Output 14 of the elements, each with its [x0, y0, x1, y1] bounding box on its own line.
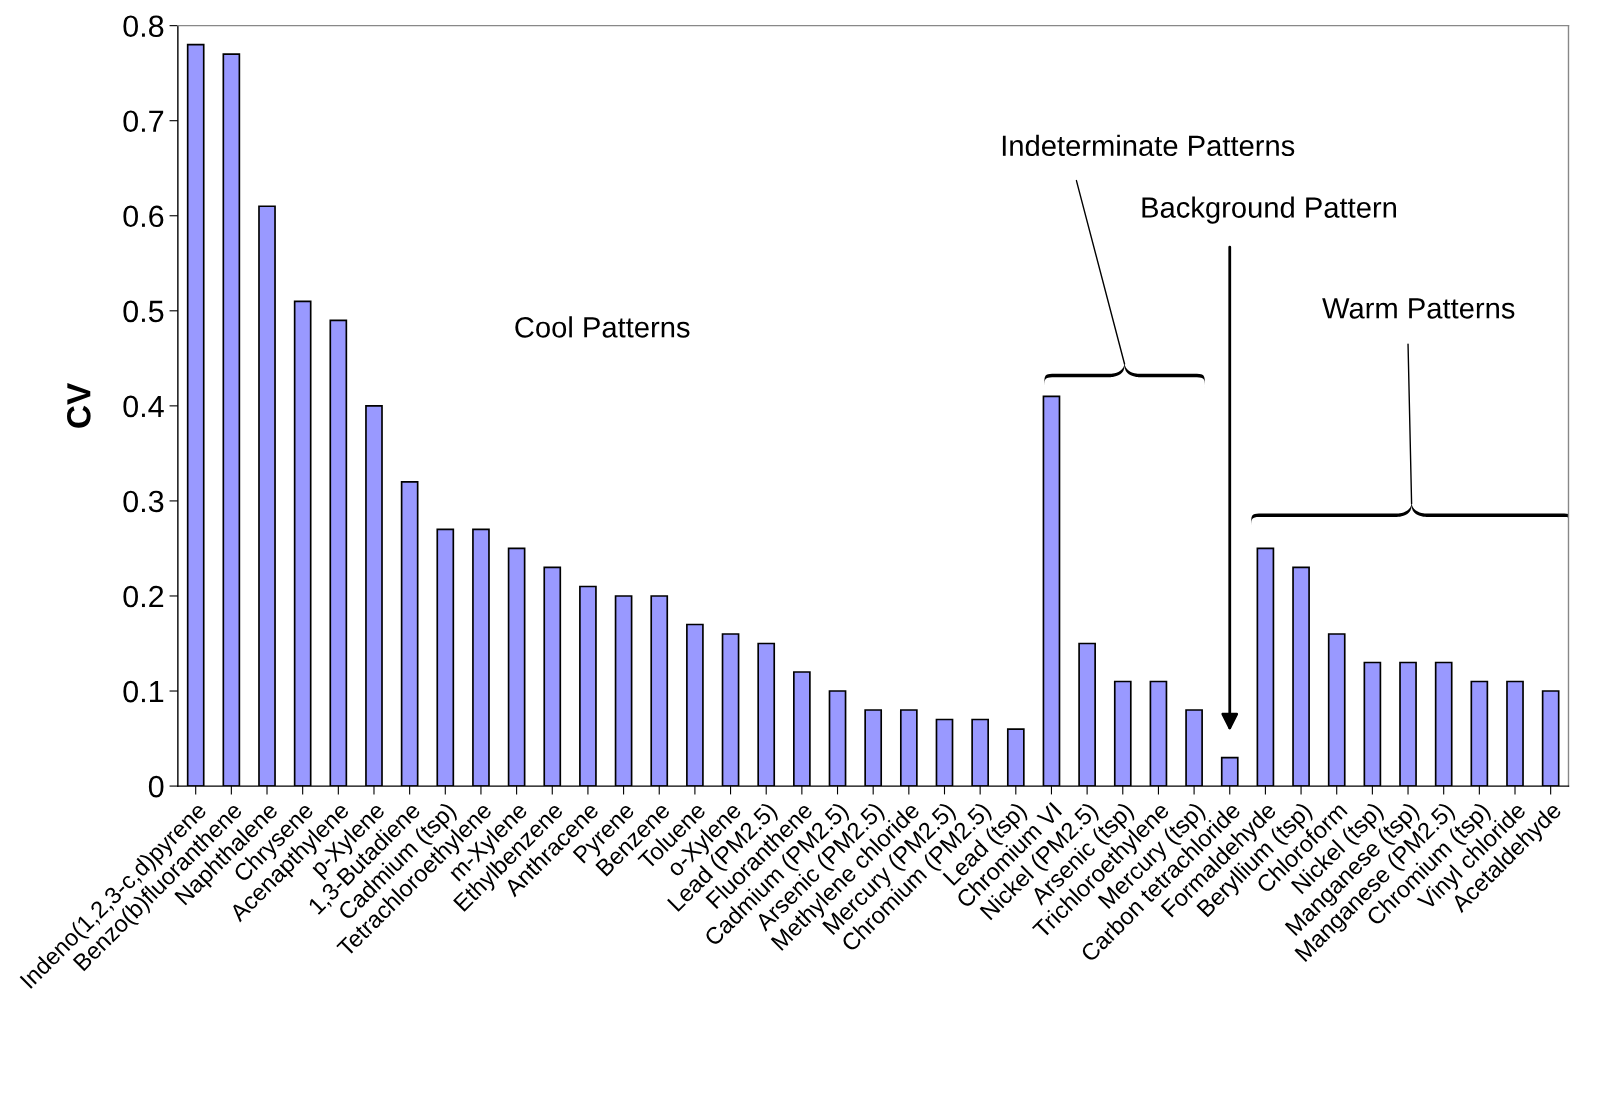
annotation: Cool Patterns [515, 316, 690, 338]
y-tick-label: 0.5 [123, 300, 164, 323]
annotation: Indeterminate Patterns [1002, 134, 1295, 157]
y-tick-label: 0 [148, 775, 164, 798]
y-axis-title: CV [67, 382, 91, 428]
y-tick-label: 0.3 [123, 490, 164, 513]
y-tick-label: 0.8 [123, 15, 164, 38]
annotation: Background Pattern [1142, 196, 1396, 224]
y-tick-label: 0.2 [123, 585, 164, 608]
y-tick-label: 0.1 [123, 680, 164, 703]
y-tick-label: 0.7 [123, 110, 164, 133]
y-tick-label: 0.6 [123, 205, 164, 228]
y-tick-label: 0.4 [123, 395, 164, 418]
annotation: Warm Patterns [1322, 298, 1515, 319]
